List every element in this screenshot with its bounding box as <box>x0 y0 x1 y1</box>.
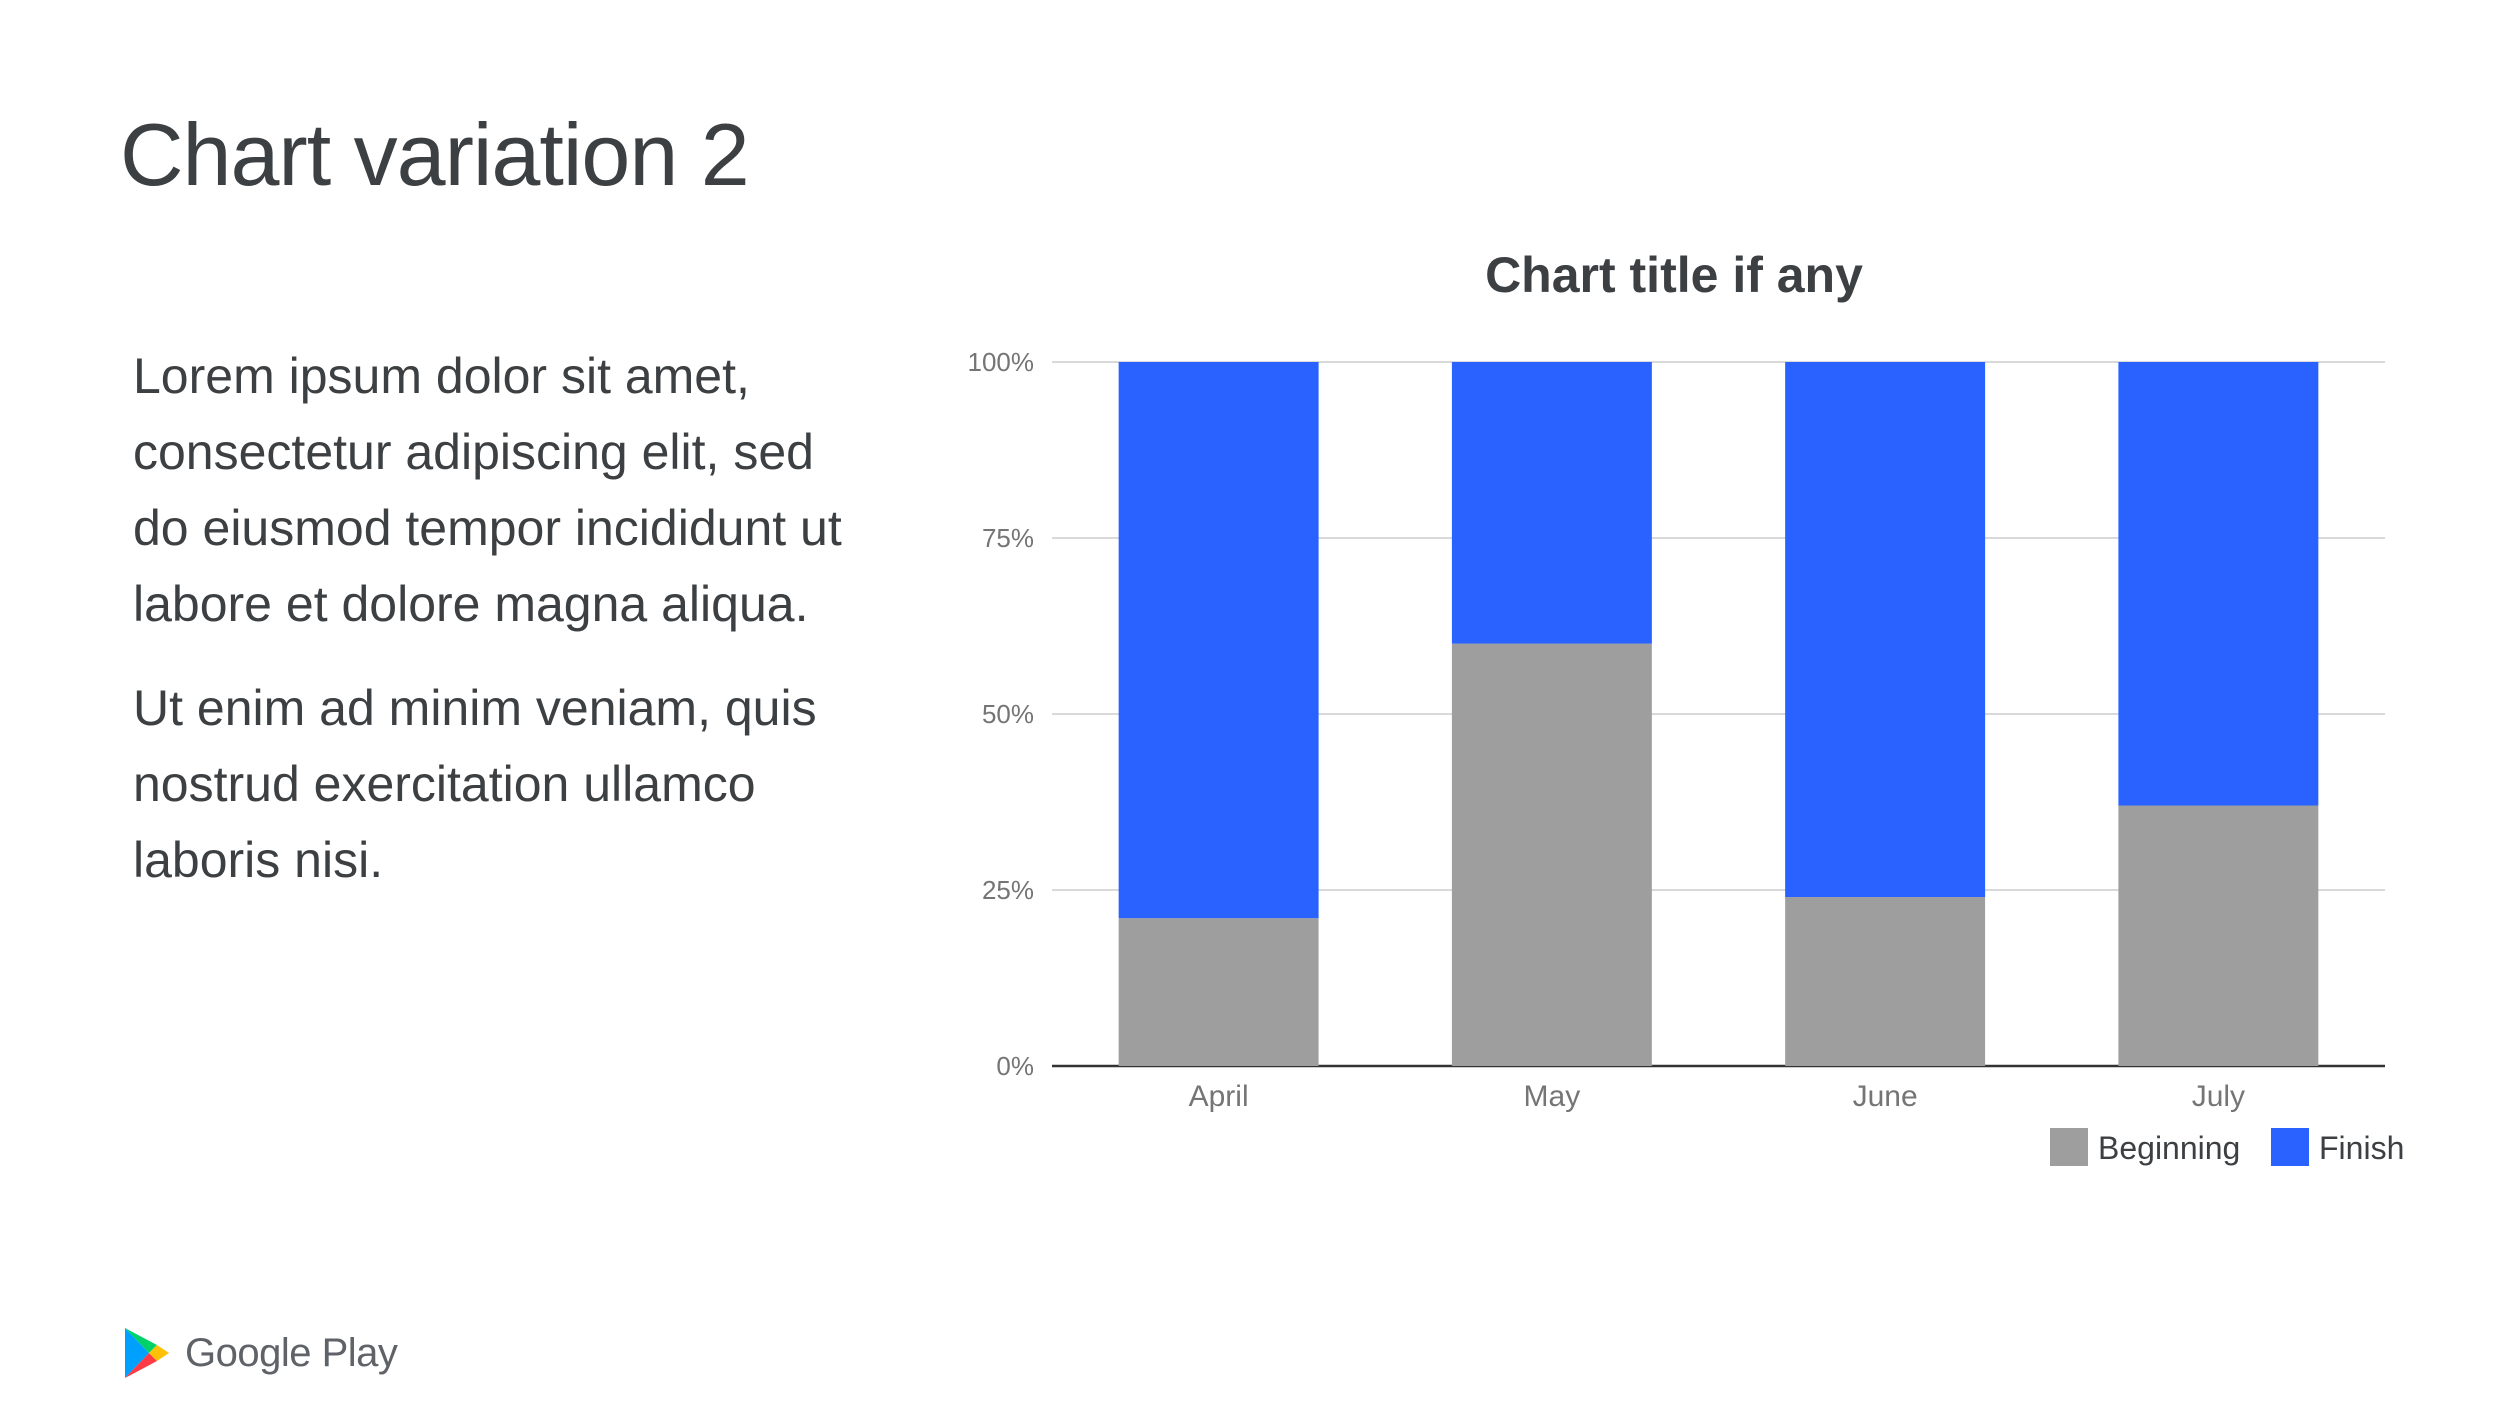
bar-beginning-june <box>1785 897 1986 1066</box>
legend-label-finish: Finish <box>2319 1130 2404 1166</box>
bar-finish-june <box>1785 362 1986 898</box>
google-play-logo: Google Play <box>123 1326 398 1380</box>
x-tick-label: May <box>1524 1080 1581 1113</box>
x-axis: April May June July <box>1189 1080 2245 1113</box>
google-play-icon <box>125 1328 169 1378</box>
x-tick-label: July <box>2192 1080 2245 1113</box>
bar-beginning-july <box>2118 805 2319 1066</box>
x-tick-label: June <box>1853 1080 1918 1113</box>
y-axis: 0% 25% 50% 75% 100% <box>968 347 1035 1081</box>
bar-beginning-may <box>1451 643 1652 1066</box>
bar-finish-july <box>2118 362 2319 806</box>
y-tick-label: 100% <box>968 347 1035 377</box>
logo-text: Google Play <box>185 1330 398 1375</box>
body-paragraph-1: Lorem ipsum dolor sit amet, consectetur … <box>133 348 842 632</box>
legend-swatch-beginning <box>2050 1128 2088 1166</box>
y-tick-label: 25% <box>982 875 1034 905</box>
bars <box>1118 362 2319 1066</box>
legend: Beginning Finish <box>2050 1128 2404 1166</box>
y-tick-label: 75% <box>982 523 1034 553</box>
y-tick-label: 50% <box>982 699 1034 729</box>
legend-swatch-finish <box>2271 1128 2309 1166</box>
body-text: Lorem ipsum dolor sit amet, consectetur … <box>133 338 853 926</box>
x-tick-label: April <box>1189 1080 1249 1113</box>
bar-finish-may <box>1451 362 1652 644</box>
bar-beginning-april <box>1118 918 1319 1066</box>
y-tick-label: 0% <box>996 1051 1034 1081</box>
body-paragraph-2: Ut enim ad minim veniam, quis nostrud ex… <box>133 680 817 888</box>
chart-title: Chart title if any <box>1485 247 1863 303</box>
slide-title: Chart variation 2 <box>120 105 750 204</box>
stacked-bar-chart: Chart title if any 0% 25% 50% 75% 100% April… <box>968 247 2404 1166</box>
bar-finish-april <box>1118 362 1319 919</box>
legend-label-beginning: Beginning <box>2098 1130 2240 1166</box>
